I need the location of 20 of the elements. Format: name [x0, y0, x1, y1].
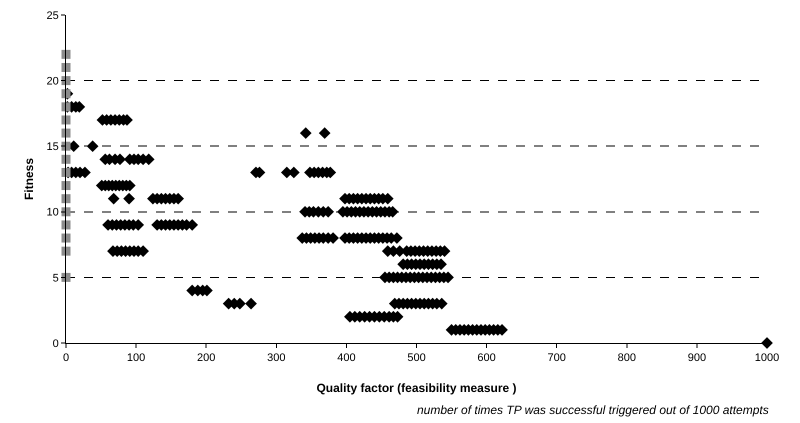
y-tick-label: 20 [46, 75, 59, 88]
x-tick-label: 300 [267, 352, 286, 364]
x-tick-label: 200 [197, 352, 216, 364]
y-tick-label: 15 [46, 141, 59, 154]
y-tick-label: 25 [46, 10, 59, 22]
text: number of times TP was successful triggered out of 1000 attempts [417, 403, 769, 417]
y-tick-label: 5 [52, 272, 59, 284]
x-tick-label: 900 [688, 352, 706, 364]
x-tick-label: 700 [548, 352, 566, 364]
x-tick-label: 500 [407, 352, 426, 364]
x-tick-label: 0 [62, 352, 70, 364]
x-tick-label: 100 [126, 352, 146, 364]
x-tick-label: 800 [618, 352, 636, 364]
y-axis-title: Fitness [22, 158, 36, 200]
x-tick-label: 600 [477, 352, 496, 364]
x-tick-label: 400 [337, 352, 356, 364]
x-axis-title: Quality factor (feasibility measure ) [316, 381, 517, 396]
y-tick-label: 10 [46, 206, 59, 219]
x-tick-label: 1000 [754, 352, 780, 364]
y-tick-label: 0 [52, 338, 59, 350]
